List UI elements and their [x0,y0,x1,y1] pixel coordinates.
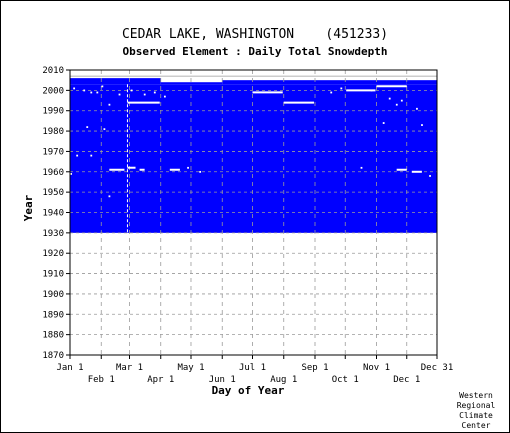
missing-point [416,107,418,110]
y-tick-label: 2010 [42,66,64,76]
y-tick-label: 1920 [42,249,64,259]
missing-point [96,91,99,94]
x-tick-label: Jul 1 [239,363,266,373]
missing-point [382,122,385,124]
y-tick-label: 1910 [42,270,64,280]
missing-point [163,95,166,98]
y-tick-label: 1980 [42,127,64,137]
missing-point [101,85,104,88]
missing-point [370,89,373,92]
chart-subtitle: Observed Element : Daily Total Snowdepth [123,45,388,58]
y-tick-label: 1890 [42,310,64,320]
missing-point [108,103,111,106]
missing-point [76,154,79,157]
chart-title: CEDAR LAKE, WASHINGTON (451233) [122,27,388,42]
missing-point [143,93,146,96]
missing-point [153,91,156,94]
x-tick-label: Apr 1 [147,375,174,385]
y-tick-label: 1870 [42,351,64,361]
data-block [406,80,437,85]
missing-point [118,93,121,96]
missing-point [90,154,93,157]
y-tick-label: 1960 [42,168,64,178]
data-block [70,84,437,233]
x-tick-label: Sep 1 [301,363,328,373]
x-tick-label: Aug 1 [270,375,297,385]
missing-point [83,89,86,92]
data-block [70,78,130,85]
x-axis-label: Day of Year [212,384,285,397]
missing-point [340,87,343,90]
missing-point [421,124,423,126]
missing-point [130,89,133,92]
y-tick-label: 1990 [42,107,64,117]
plot-area [69,69,438,356]
y-tick-label: 2000 [42,86,64,96]
missing-point [429,175,431,177]
y-axis-label: Year [22,194,35,221]
x-tick-label: Mar 1 [116,363,143,373]
x-tick-label: May 1 [177,363,204,373]
missing-point [395,103,398,106]
missing-point [108,195,111,198]
y-tick-label: 1900 [42,290,64,300]
y-tick-label: 1950 [42,188,64,198]
credit-line-4: Center [462,421,491,430]
y-tick-label: 1940 [42,209,64,219]
credit-line-1: Western [459,391,493,400]
missing-point [388,97,391,100]
missing-point [70,173,73,175]
missing-point [73,87,76,90]
credit-block: Western Regional Climate Center [457,391,496,430]
y-axis-ticks: 1870 1880 1890 1900 1910 1920 1930 1940 1950 1960… [42,66,70,361]
missing-point [187,166,189,169]
y-tick-label: 1970 [42,147,64,157]
missing-point [86,126,89,128]
x-tick-label: Jun 1 [209,375,236,385]
x-tick-label: Nov 1 [363,363,390,373]
x-tick-label: Oct 1 [332,375,359,385]
x-tick-label: Jan 1 [56,363,83,373]
x-axis-ticks: Jan 1 Mar 1 May 1 Jul 1 Sep 1 Nov 1 Dec 31 Feb … [56,355,453,385]
y-tick-label: 1930 [42,229,64,239]
x-tick-label: Dec 31 [421,363,454,373]
missing-point [400,99,403,102]
missing-point [330,91,333,94]
data-block [160,82,223,85]
x-tick-label: Dec 1 [393,375,420,385]
x-tick-label: Feb 1 [88,375,115,385]
missing-point [103,128,106,131]
credit-line-3: Climate [459,411,493,420]
data-block [222,80,407,85]
missing-point [360,166,363,169]
data-block [129,78,161,85]
missing-point [90,91,93,94]
y-tick-label: 1880 [42,331,64,341]
missing-point [199,170,202,173]
credit-line-2: Regional [457,401,496,410]
